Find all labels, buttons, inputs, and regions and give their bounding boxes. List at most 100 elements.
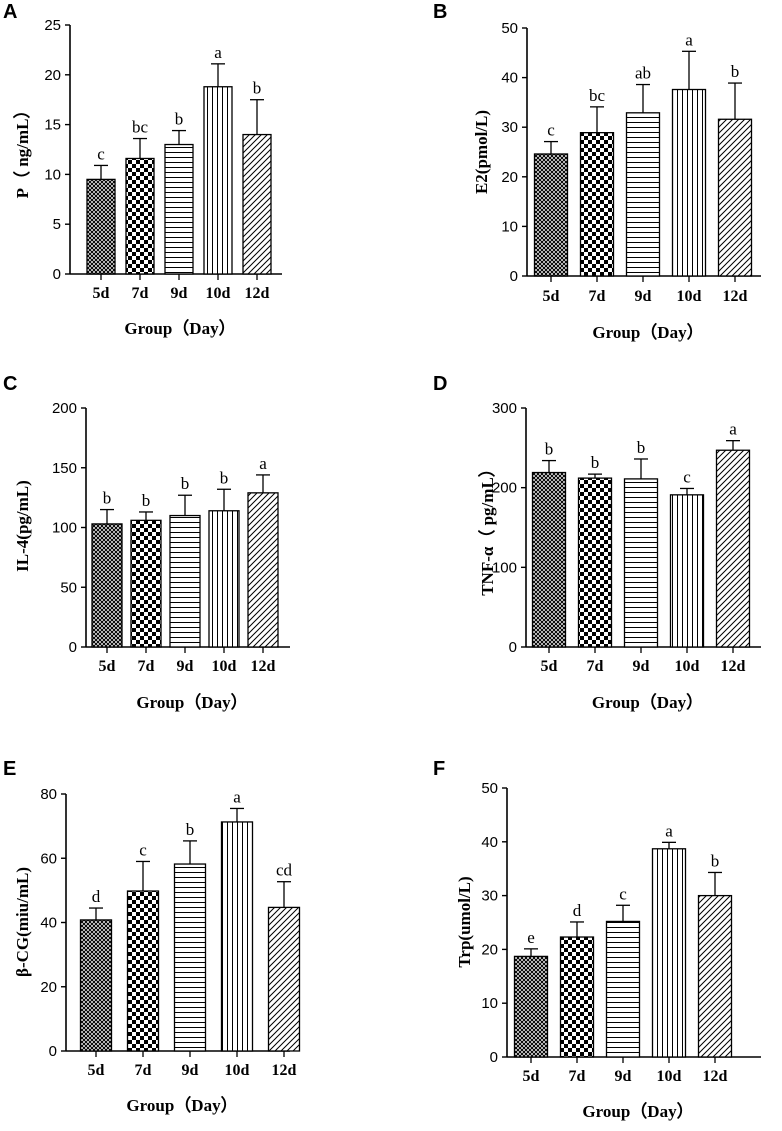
bar-12d [242, 133, 272, 275]
y-tick-label: 80 [40, 786, 57, 803]
y-tick-label: 0 [53, 266, 61, 283]
y-tick-label: 50 [481, 780, 498, 797]
bar-5d [533, 153, 569, 277]
x-tick-label: 10d [206, 285, 231, 302]
bar-12d [247, 492, 279, 648]
significance-letter: a [685, 30, 693, 49]
bar-9d [605, 920, 641, 1058]
x-tick-label: 5d [541, 658, 558, 675]
y-tick-label: 5 [53, 216, 61, 233]
x-tick-label: 12d [272, 1062, 297, 1079]
y-tick-label: 0 [49, 1043, 57, 1060]
y-tick-label: 20 [501, 169, 518, 186]
significance-letter: c [619, 884, 627, 903]
y-axis-title: P（ ng/mL） [12, 102, 32, 199]
significance-letter: b [181, 474, 190, 493]
y-tick-label: 10 [501, 218, 518, 235]
bar-7d [130, 519, 162, 648]
bar-5d [79, 919, 113, 1052]
bar-10d [208, 510, 240, 648]
significance-letter: b [175, 110, 184, 129]
bar-12d [697, 894, 733, 1058]
x-tick-label: 5d [523, 1068, 540, 1085]
x-tick-label: 12d [251, 658, 276, 675]
x-tick-label: 9d [635, 288, 652, 305]
bar-10d [203, 86, 233, 275]
bar-12d [267, 906, 301, 1052]
bar-10d [671, 88, 707, 277]
y-tick-label: 60 [40, 850, 57, 867]
y-tick-label: 150 [52, 460, 77, 477]
significance-letter: a [214, 43, 222, 62]
significance-letter: c [547, 121, 555, 140]
y-tick-label: 100 [52, 520, 77, 537]
y-tick-label: 40 [481, 834, 498, 851]
y-tick-label: 10 [44, 166, 61, 183]
y-tick-label: 200 [52, 400, 77, 417]
x-tick-label: 10d [212, 658, 237, 675]
panel-letter: A [3, 1, 17, 23]
x-tick-label: 10d [225, 1062, 250, 1079]
significance-letter: b [711, 851, 720, 870]
y-tick-label: 25 [44, 17, 61, 34]
bar-7d [126, 890, 160, 1052]
x-tick-label: 5d [93, 285, 110, 302]
chart-panel-a: A 0 5 10 15 20 25 P（ ng/mL） c 5d bc 7d b 9d a 10d b 12d Gr… [3, 1, 282, 338]
significance-letter: b [220, 468, 229, 487]
x-tick-label: 7d [132, 285, 149, 302]
y-tick-label: 40 [501, 70, 518, 87]
y-axis-title: Trp(umol/L) [455, 876, 474, 967]
significance-letter: c [139, 840, 147, 859]
y-tick-label: 10 [481, 995, 498, 1012]
x-axis-title: Group（Day） [582, 1101, 693, 1121]
bar-7d [577, 477, 613, 648]
bar-9d [169, 514, 201, 648]
bar-5d [513, 955, 549, 1058]
x-tick-label: 7d [569, 1068, 586, 1085]
significance-letter: a [665, 821, 673, 840]
significance-letter: ab [635, 64, 651, 83]
panel-letter: F [433, 758, 445, 780]
x-tick-label: 10d [675, 658, 700, 675]
y-tick-label: 0 [69, 639, 77, 656]
bar-5d [91, 523, 123, 648]
x-tick-label: 9d [171, 285, 188, 302]
y-tick-label: 300 [492, 400, 517, 417]
significance-letter: b [253, 79, 262, 98]
y-tick-label: 30 [501, 119, 518, 136]
x-tick-label: 9d [615, 1068, 632, 1085]
x-tick-label: 7d [589, 288, 606, 305]
significance-letter: b [731, 62, 740, 81]
x-tick-label: 7d [135, 1062, 152, 1079]
bar-12d [717, 118, 753, 277]
x-tick-label: 12d [721, 658, 746, 675]
y-tick-label: 50 [60, 579, 77, 596]
bar-10d [651, 848, 687, 1058]
x-tick-label: 7d [587, 658, 604, 675]
panel-letter: E [3, 758, 16, 780]
x-tick-label: 9d [182, 1062, 199, 1079]
significance-letter: b [545, 440, 554, 459]
chart-panel-f: F 0 10 20 30 40 50 Trp(umol/L) e 5d d 7d c 9d a 10d b 12d… [433, 758, 761, 1121]
significance-letter: bc [589, 86, 606, 105]
chart-panel-c: C 0 50 100 150 200 IL-4(pg/mL) b 5d b 7d b 9d b 10d a 12… [3, 373, 290, 712]
x-tick-label: 7d [138, 658, 155, 675]
y-tick-label: 50 [501, 20, 518, 37]
x-tick-label: 10d [677, 288, 702, 305]
y-axis-title: TNF-α（ pg/mL） [477, 460, 497, 596]
x-axis-title: Group（Day） [592, 692, 703, 712]
significance-letter: a [233, 787, 241, 806]
y-axis-title: IL-4(pg/mL) [13, 480, 32, 572]
y-tick-label: 40 [40, 915, 57, 932]
x-tick-label: 12d [245, 285, 270, 302]
y-tick-label: 15 [44, 117, 61, 134]
significance-letter: e [527, 928, 535, 947]
x-tick-label: 5d [99, 658, 116, 675]
x-tick-label: 9d [633, 658, 650, 675]
bar-7d [579, 132, 615, 277]
y-axis-title: β-CG(miu/mL) [13, 867, 32, 977]
significance-letter: a [729, 420, 737, 439]
bar-10d [220, 821, 254, 1052]
panel-letter: B [433, 1, 447, 23]
